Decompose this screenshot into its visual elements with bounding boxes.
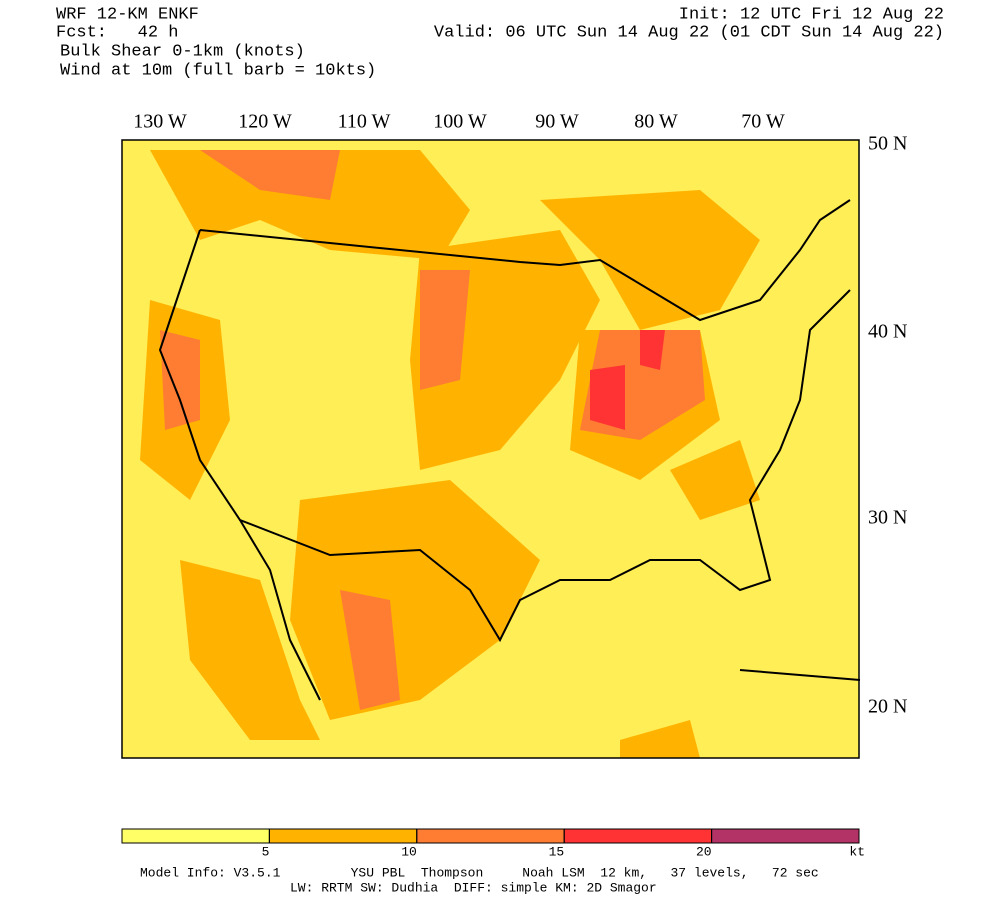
colorbar-label: 20: [696, 844, 712, 859]
colorbar-segment: [416, 828, 565, 844]
map-frame: [121, 139, 860, 759]
wind-note: Wind at 10m (full barb = 10kts): [60, 61, 376, 80]
colorbar-segment: [121, 828, 270, 844]
longitude-label: 110 W: [338, 111, 391, 133]
shear-fill-high: [160, 150, 705, 710]
latitude-labels: 50 N 40 N 30 N 20 N: [868, 133, 907, 718]
latitude-label: 40 N: [868, 321, 907, 343]
model-title: WRF 12-KM ENKF: [56, 5, 199, 24]
boundaries: [158, 199, 861, 701]
shear-fill: [140, 150, 760, 758]
map: [121, 139, 861, 759]
colorbar-label: 15: [549, 844, 565, 859]
longitude-label: 70 W: [741, 111, 785, 133]
colorbar: 5 10 15 20 kt: [121, 828, 865, 859]
colorbar-label: 10: [401, 844, 417, 859]
longitude-label: 90 W: [535, 111, 579, 133]
longitude-labels: 130 W 120 W 110 W 100 W 90 W 80 W 70 W: [133, 111, 785, 133]
colorbar-segment: [268, 828, 418, 844]
shear-fill-max: [590, 330, 665, 430]
physics-info: LW: RRTM SW: Dudhia DIFF: simple KM: 2D …: [290, 880, 657, 895]
colorbar-segment: [711, 828, 860, 844]
longitude-label: 80 W: [634, 111, 678, 133]
latitude-label: 20 N: [868, 696, 907, 718]
longitude-label: 130 W: [133, 111, 187, 133]
latitude-label: 50 N: [868, 133, 907, 155]
valid-time: Valid: 06 UTC Sun 14 Aug 22 (01 CDT Sun …: [434, 23, 944, 42]
longitude-label: 100 W: [433, 111, 487, 133]
latitude-label: 30 N: [868, 507, 907, 529]
init-time: Init: 12 UTC Fri 12 Aug 22: [679, 5, 944, 24]
model-info: Model Info: V3.5.1 YSU PBL Thompson Noah…: [140, 865, 819, 880]
longitude-label: 120 W: [238, 111, 292, 133]
colorbar-label: 5: [262, 844, 270, 859]
forecast-hour: Fcst: 42 h: [56, 23, 178, 42]
colorbar-unit: kt: [849, 844, 865, 859]
field-name: Bulk Shear 0-1km (knots): [60, 42, 305, 61]
colorbar-segment: [563, 828, 713, 844]
